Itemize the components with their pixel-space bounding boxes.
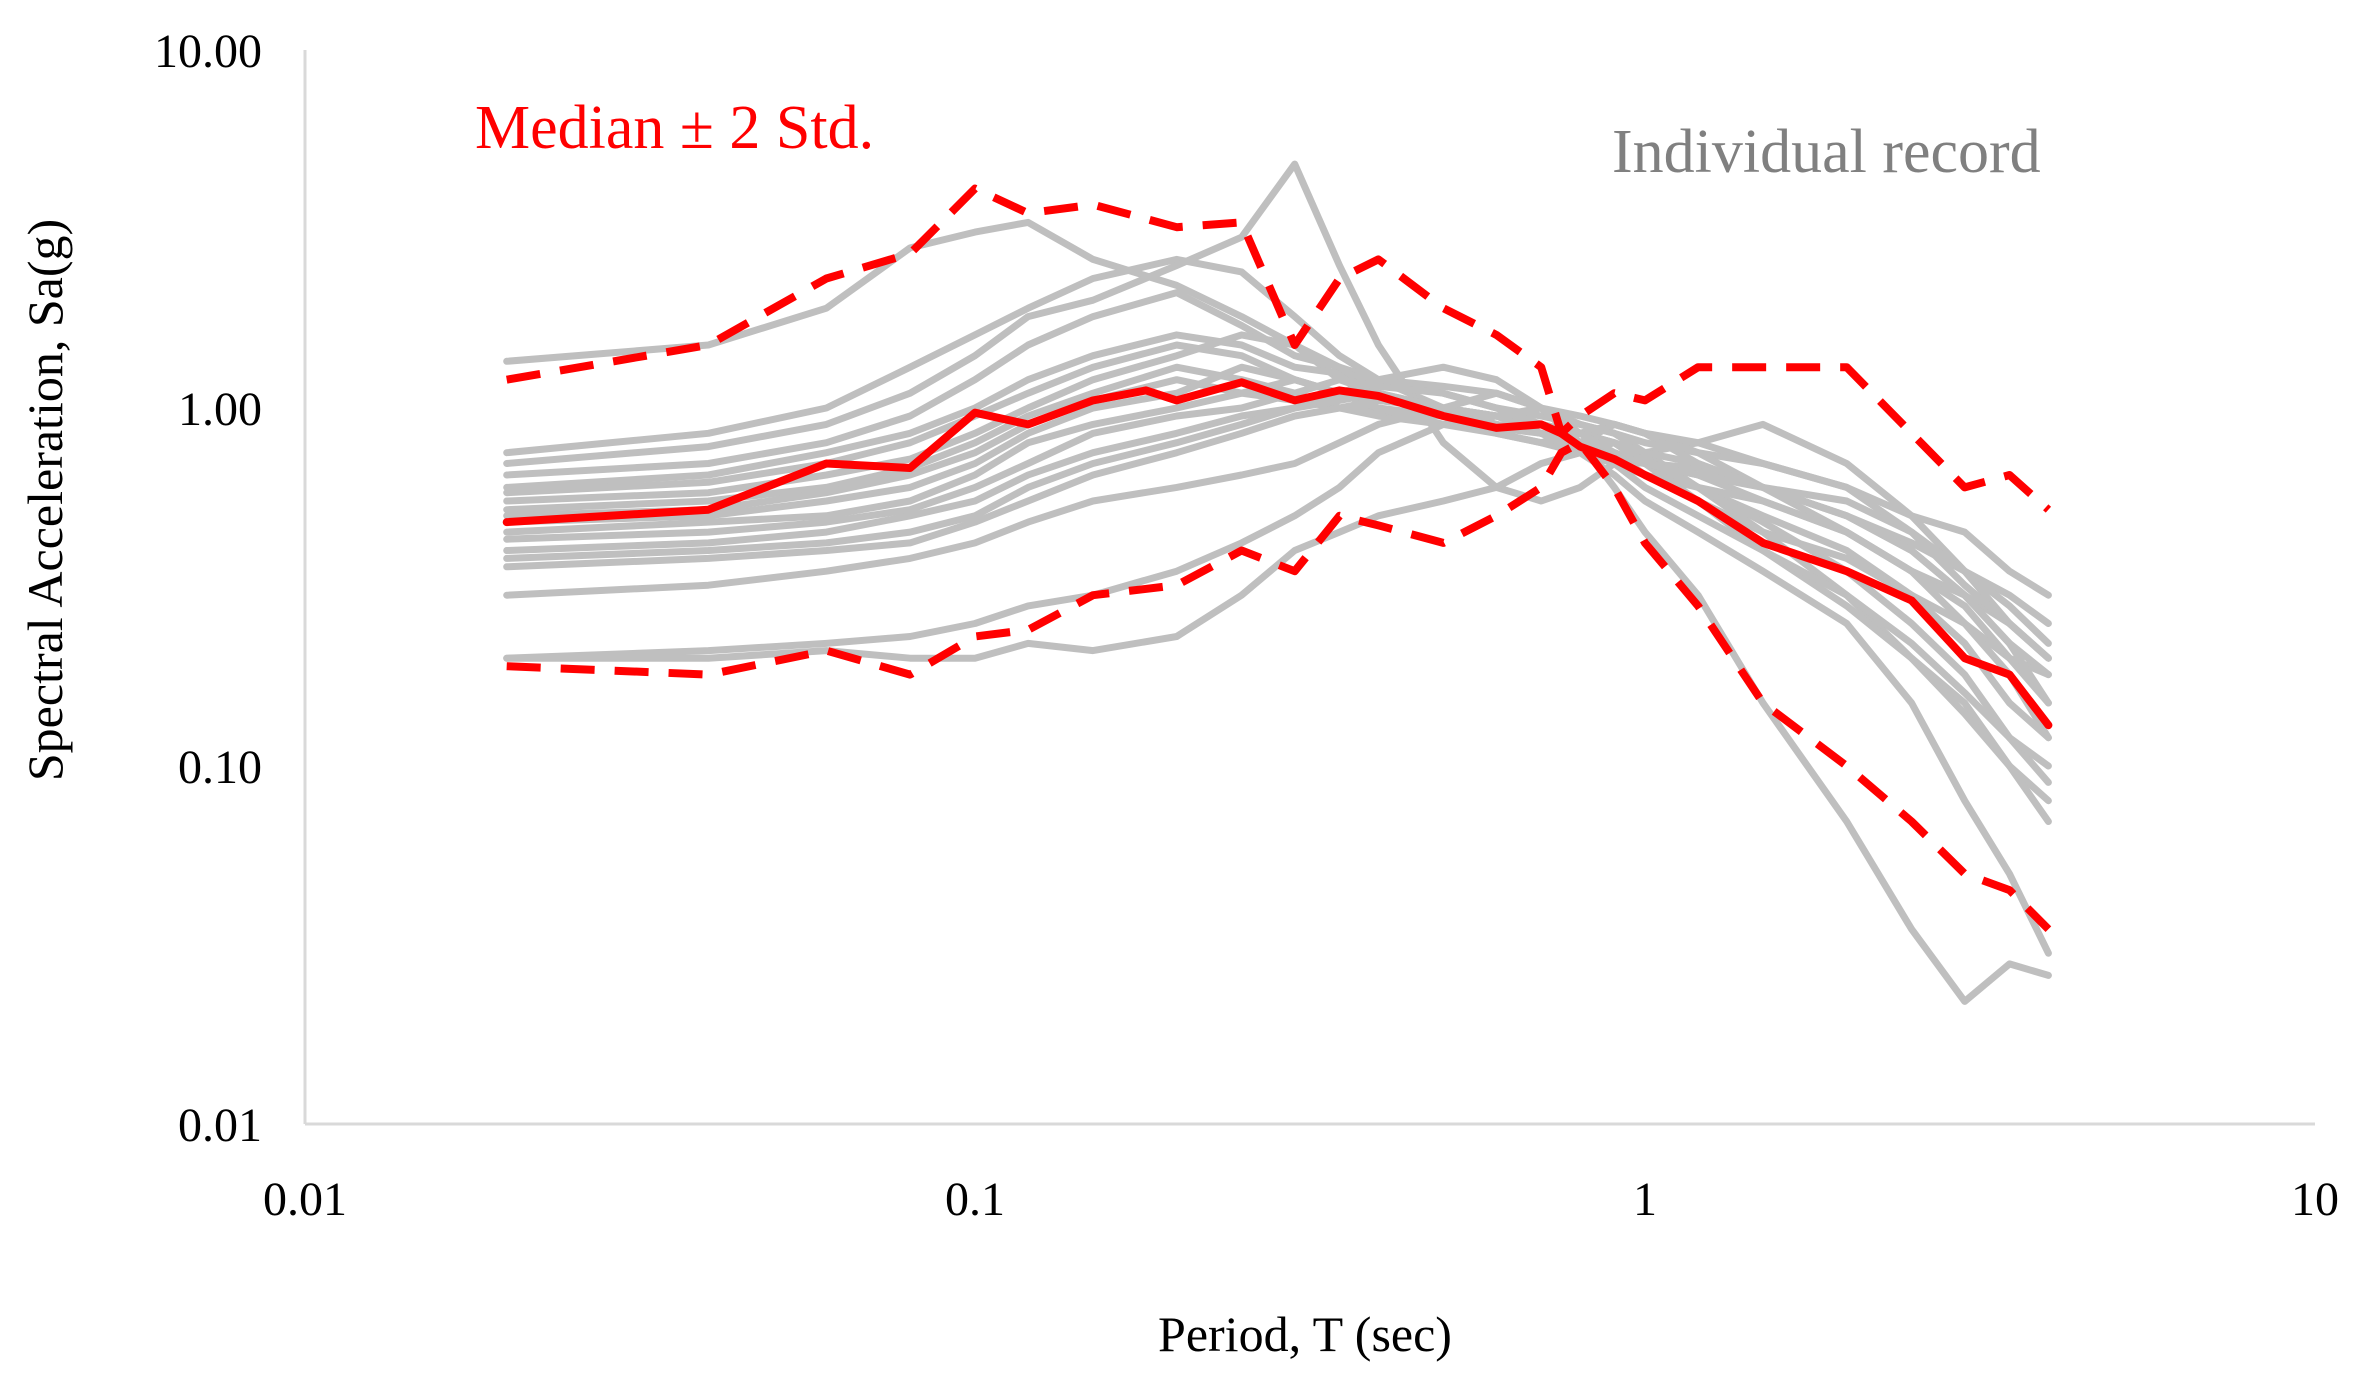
y-tick-label: 10.00 — [154, 25, 262, 78]
y-tick-labels: 0.01 0.10 1.00 10.00 — [154, 25, 262, 1152]
lower-bound-line — [506, 438, 2052, 933]
bounds-layer — [506, 184, 2052, 933]
upper-bound-line — [506, 184, 2052, 513]
record-line-14 — [503, 363, 2052, 742]
median-layer — [502, 378, 2053, 730]
record-line-17 — [503, 404, 2052, 662]
record-line-18 — [503, 439, 2052, 707]
record-line-3 — [503, 160, 2052, 627]
individual-record-annotation: Individual record — [1612, 118, 2041, 186]
record-line-16 — [503, 389, 2052, 1005]
x-tick-label: 1 — [1633, 1173, 1657, 1226]
x-tick-label: 10 — [2291, 1173, 2339, 1226]
y-tick-label: 0.10 — [178, 741, 262, 794]
x-tick-labels: 0.01 0.1 1 10 — [263, 1173, 2339, 1226]
x-axis-title: Period, T (sec) — [1158, 1306, 1452, 1362]
x-tick-label: 0.01 — [263, 1173, 347, 1226]
record-line-12 — [503, 376, 2052, 662]
y-axis-title: Spectral Acceleration, Sa(g) — [17, 219, 73, 781]
y-tick-label: 0.01 — [178, 1099, 262, 1152]
median-line — [502, 378, 2053, 730]
median-annotation: Median ± 2 Std. — [475, 94, 874, 162]
y-tick-label: 1.00 — [178, 383, 262, 436]
x-tick-label: 0.1 — [945, 1173, 1005, 1226]
